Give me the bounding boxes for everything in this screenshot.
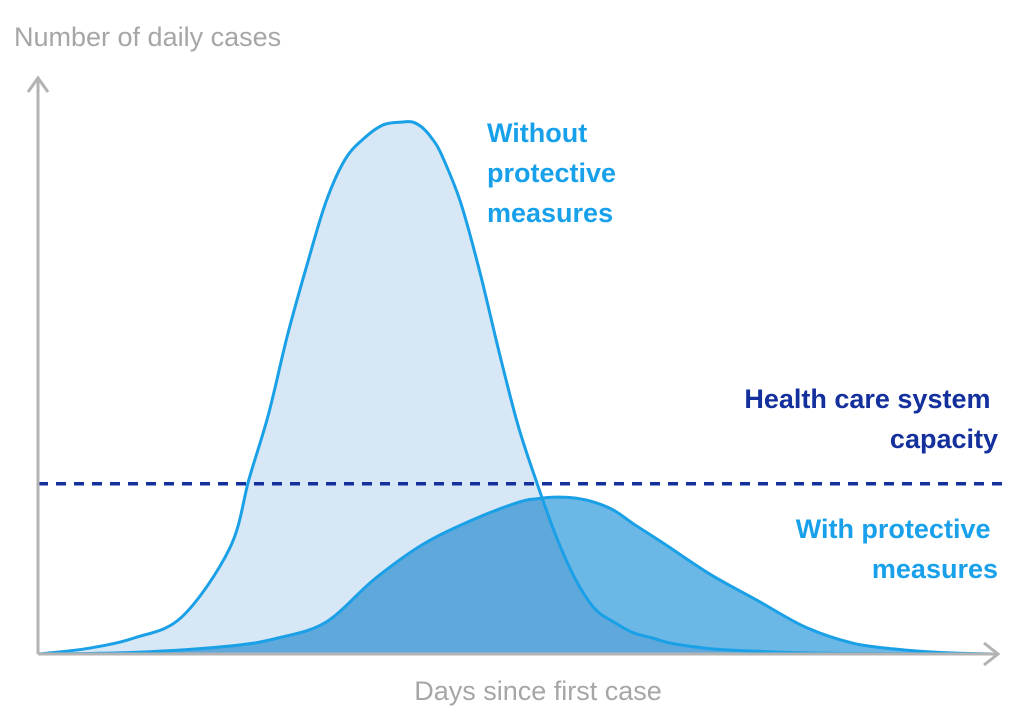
capacity-label: Health care system capacity — [744, 384, 998, 454]
series-without-protective-measures-area — [38, 121, 998, 655]
series-with-protective-measures-line — [37, 495, 999, 656]
without-measures-label: Without protective measures — [487, 118, 624, 228]
x-axis-label: Days since first case — [414, 676, 662, 706]
series-without-protective-measures-line — [37, 119, 999, 656]
y-axis-label: Number of daily cases — [14, 22, 281, 52]
x-axis-arrow-icon — [983, 641, 1001, 667]
with-measures-label: With protective measures — [796, 514, 998, 584]
y-axis-arrow-icon — [26, 75, 50, 93]
